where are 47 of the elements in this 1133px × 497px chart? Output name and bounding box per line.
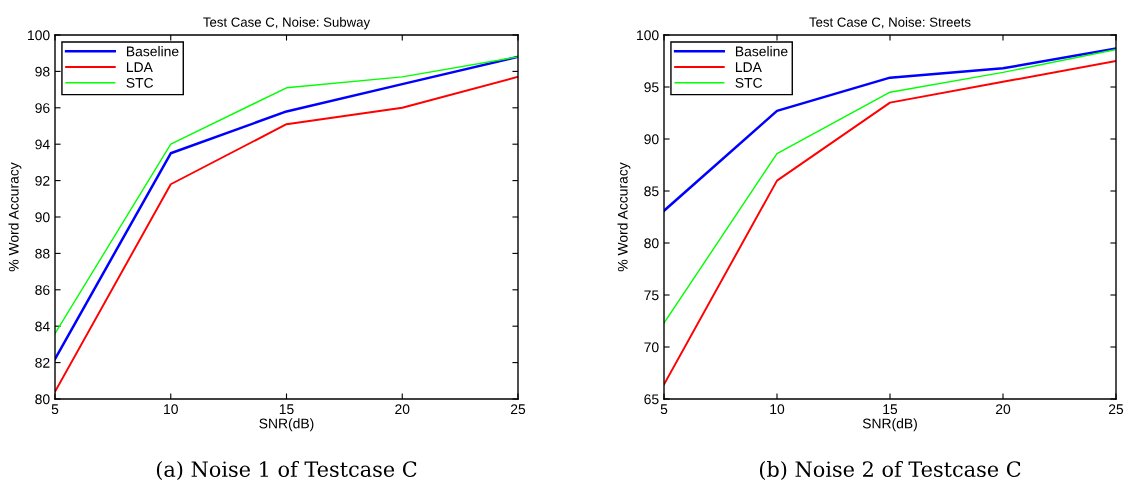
legend-label: STC xyxy=(735,77,763,88)
x-tick-label: 15 xyxy=(279,404,294,415)
x-tick-label: 15 xyxy=(883,404,898,415)
line-series xyxy=(664,48,1116,324)
x-tick-label: 20 xyxy=(395,404,410,415)
x-tick-label: 25 xyxy=(510,404,526,415)
y-tick-label: 100 xyxy=(28,30,50,41)
legend-label: LDA xyxy=(735,62,762,72)
y-tick-label: 90 xyxy=(644,134,659,145)
y-tick-label: 94 xyxy=(35,139,50,150)
y-tick-label: 95 xyxy=(644,82,659,93)
y-tick-label: 80 xyxy=(644,238,659,249)
y-axis-title: % Word Accuracy xyxy=(8,162,22,272)
y-tick-label: 100 xyxy=(637,30,659,41)
chart-title: Test Case C, Noise: Subway xyxy=(203,17,371,30)
text: (b) Noise 2 of Testcase C xyxy=(759,460,1021,480)
y-tick-label: 80 xyxy=(35,394,50,405)
y-tick-label: 82 xyxy=(35,357,50,368)
line-series xyxy=(664,47,1116,213)
y-tick-label: 96 xyxy=(35,103,50,113)
y-tick-label: 75 xyxy=(644,290,659,301)
text: (a) Noise 1 of Testcase C xyxy=(156,460,417,480)
x-tick-label: 20 xyxy=(995,404,1011,415)
legend-label: STC xyxy=(126,77,154,88)
x-axis-title: SNR(dB) xyxy=(259,418,314,432)
y-tick-label: 90 xyxy=(35,212,50,223)
y-tick-label: 70 xyxy=(644,342,659,353)
line-series xyxy=(664,60,1116,386)
x-tick-label: 25 xyxy=(1108,404,1124,415)
y-tick-label: 86 xyxy=(35,285,50,295)
legend-label: Baseline xyxy=(735,46,788,57)
x-tick-label: 10 xyxy=(770,404,785,415)
x-tick-label: 10 xyxy=(164,404,178,415)
y-tick-label: 84 xyxy=(35,321,50,332)
x-tick-label: 5 xyxy=(51,404,59,415)
y-tick-label: 65 xyxy=(644,394,659,405)
x-axis-title: SNR(dB) xyxy=(862,418,917,432)
y-tick-label: 88 xyxy=(35,248,50,259)
legend-label: LDA xyxy=(126,62,153,72)
chart-title: Test Case C, Noise: Streets xyxy=(809,17,971,29)
y-tick-label: 98 xyxy=(35,66,50,77)
y-tick-label: 85 xyxy=(644,186,659,197)
y-axis-title: % Word Accuracy xyxy=(617,162,631,272)
y-tick-label: 92 xyxy=(35,175,50,186)
legend-label: Baseline xyxy=(126,46,179,57)
x-tick-label: 5 xyxy=(660,404,668,415)
line-series xyxy=(55,75,518,393)
